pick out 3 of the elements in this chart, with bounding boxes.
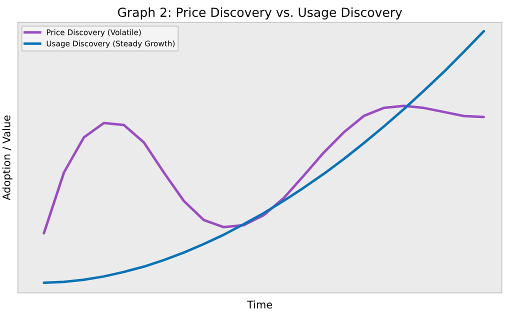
y-axis-title: Adoption / Value bbox=[2, 116, 12, 200]
chart-title: Graph 2: Price Discovery vs. Usage Discovery bbox=[118, 7, 402, 20]
x-axis-title: Time bbox=[247, 300, 272, 308]
